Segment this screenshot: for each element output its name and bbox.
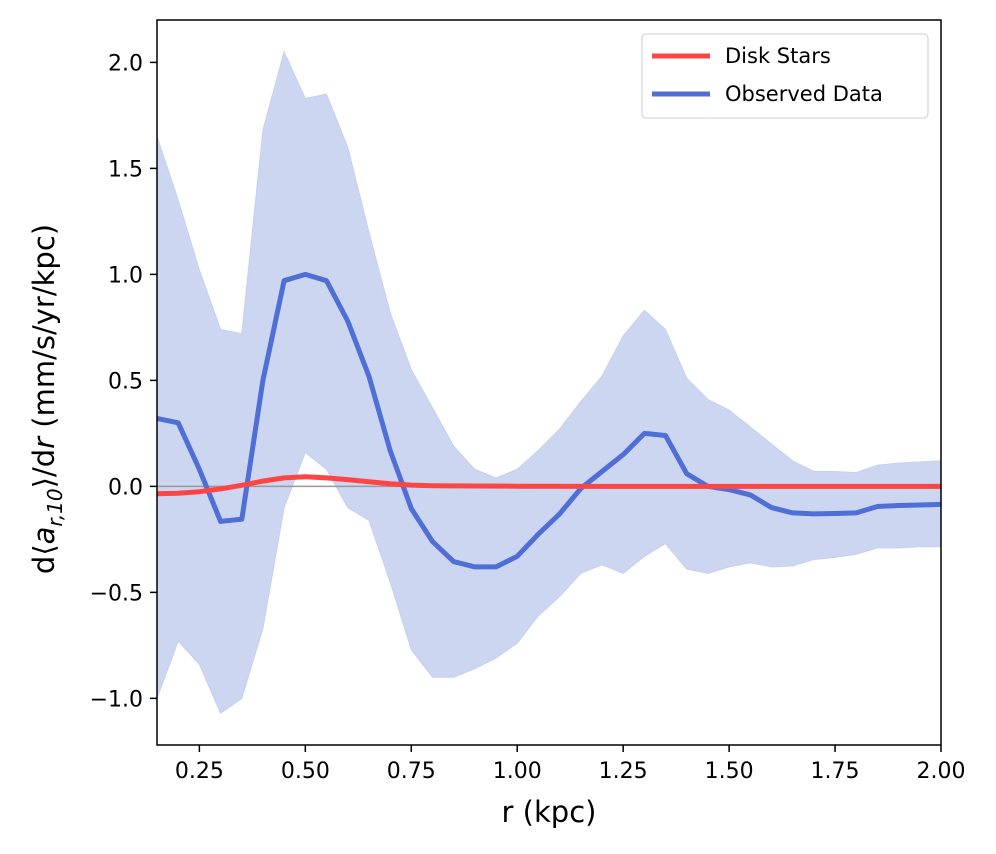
y-tick-label: 2.0 xyxy=(108,51,143,76)
x-tick-label: 1.25 xyxy=(599,759,648,784)
y-axis-label-variable: a xyxy=(27,527,61,545)
y-tick-label: 1.5 xyxy=(108,157,143,182)
y-tick-label: −0.5 xyxy=(90,581,143,606)
axes: 0.25 0.50 0.75 1.00 1.25 1.50 1.75 2.00 −1.0 −0.5… xyxy=(90,19,966,784)
y-axis-label-prefix: d⟨ xyxy=(27,544,61,574)
series-line-disk-stars xyxy=(157,474,941,497)
y-axis-label-derivative: ⟩/d xyxy=(27,449,61,489)
y-axis-label-units: (mm/s/yr/kpc) xyxy=(27,224,61,437)
legend-label-observed-data: Observed Data xyxy=(725,82,883,106)
y-axis-label-subscript: r,10 xyxy=(43,488,67,526)
x-tick-label: 1.75 xyxy=(811,759,860,784)
legend-box xyxy=(641,33,929,119)
y-tick-label: 0.5 xyxy=(108,369,143,394)
series-line-observed-data xyxy=(157,271,941,570)
plot-area xyxy=(157,50,941,714)
y-axis-label: d⟨ar,10⟩/dr (mm/s/yr/kpc) xyxy=(27,224,67,574)
x-tick-label: 1.00 xyxy=(493,759,542,784)
observed-data-uncertainty-band xyxy=(157,50,941,714)
x-tick-label: 0.50 xyxy=(281,759,330,784)
legend-label-disk-stars: Disk Stars xyxy=(725,44,831,68)
y-axis-label-variable-r: r xyxy=(27,435,61,449)
x-tick-label: 1.50 xyxy=(705,759,754,784)
x-tick-label: 0.75 xyxy=(387,759,436,784)
x-axis-label: r (kpc) xyxy=(502,795,597,829)
y-tick-label: 1.0 xyxy=(108,263,143,288)
x-tick-label: 0.25 xyxy=(175,759,224,784)
x-tick-label: 2.00 xyxy=(917,759,966,784)
y-tick-label: −1.0 xyxy=(90,687,143,712)
legend: Disk Stars Observed Data xyxy=(641,33,929,119)
axes-frame xyxy=(156,19,942,746)
y-tick-label: 0.0 xyxy=(108,475,143,500)
